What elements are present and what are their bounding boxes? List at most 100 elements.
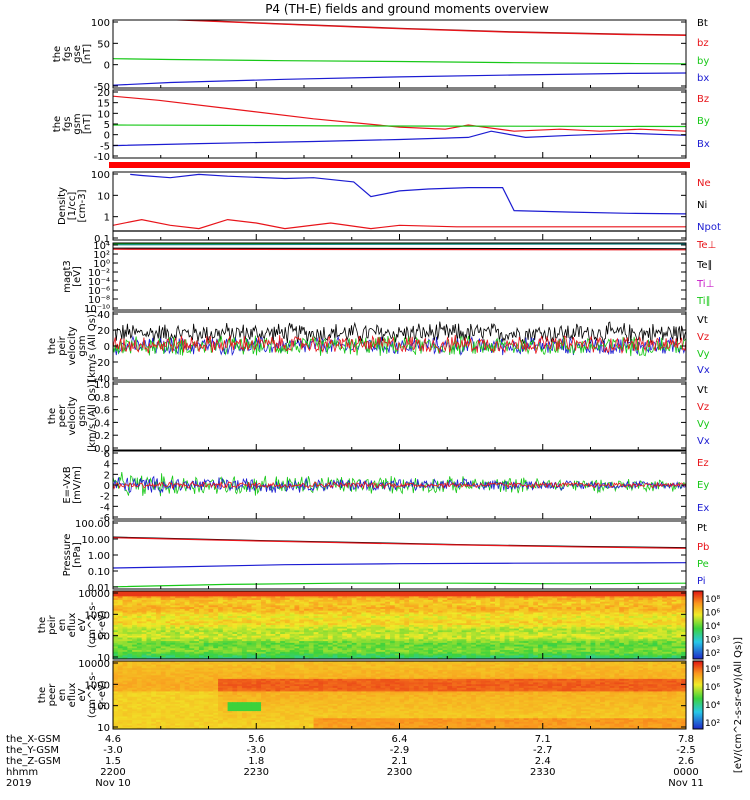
spectrogram-cell bbox=[580, 625, 587, 628]
spectrogram-cell bbox=[514, 657, 520, 659]
spectrogram-cell bbox=[666, 608, 673, 612]
spectrogram-cell bbox=[313, 617, 319, 621]
spectrogram-cell bbox=[113, 612, 119, 615]
spectrogram-cell bbox=[160, 616, 167, 619]
spectrogram-cell bbox=[647, 650, 654, 653]
spectrogram-cell bbox=[170, 599, 176, 603]
spectrogram-cell bbox=[132, 630, 138, 633]
spectrogram-cell bbox=[227, 608, 233, 612]
spectrogram-cell bbox=[447, 592, 453, 596]
spectrogram-cell bbox=[275, 628, 281, 631]
spectrogram-cell bbox=[647, 623, 654, 626]
spectrogram-cell bbox=[480, 635, 487, 639]
spectrogram-cell bbox=[518, 608, 525, 612]
spectrogram-cell bbox=[418, 603, 424, 606]
spectrogram-cell bbox=[580, 648, 587, 651]
spectrogram-cell bbox=[218, 612, 224, 615]
spectrogram-cell bbox=[213, 630, 219, 633]
series-line-Vy bbox=[113, 335, 686, 357]
spectrogram-cell bbox=[413, 644, 420, 648]
spectrogram-cell bbox=[514, 642, 520, 646]
spectrogram-cell bbox=[614, 616, 620, 619]
spectrogram-cell bbox=[385, 610, 391, 614]
spectrogram-cell bbox=[113, 639, 119, 642]
spectrogram-cell bbox=[633, 626, 639, 630]
spectrogram-cell bbox=[366, 628, 372, 631]
spectrogram-cell bbox=[485, 633, 491, 637]
spectrogram-cell bbox=[308, 591, 315, 594]
spectrogram-cell bbox=[499, 610, 506, 614]
spectrogram-cell bbox=[175, 644, 181, 648]
spectrogram-cell bbox=[566, 619, 573, 623]
spectrogram-cell bbox=[366, 644, 372, 648]
spectrogram-cell bbox=[313, 625, 319, 628]
spectrogram-cell bbox=[423, 619, 429, 623]
spectrogram-cell bbox=[418, 644, 424, 648]
spectrogram-cell bbox=[614, 596, 620, 599]
spectrogram-cell bbox=[323, 598, 329, 601]
spectrogram-cell bbox=[561, 632, 568, 635]
spectrogram-cell bbox=[222, 603, 229, 606]
spectrogram-cell bbox=[203, 632, 210, 635]
spectrogram-cell bbox=[490, 651, 496, 655]
spectrogram-cell bbox=[495, 603, 501, 606]
spectrogram-cell bbox=[643, 608, 649, 612]
spectrogram-cell bbox=[504, 598, 510, 601]
spectrogram-cell bbox=[370, 607, 377, 610]
spectrogram-cell bbox=[466, 630, 472, 633]
spectrogram-cell bbox=[528, 610, 534, 614]
spectrogram-cell bbox=[442, 630, 448, 633]
spectrogram-cell bbox=[165, 626, 171, 630]
spectrogram-cell bbox=[160, 607, 167, 610]
spectrogram-cell bbox=[409, 601, 415, 605]
spectrogram-cell bbox=[619, 623, 625, 626]
spectrogram-cell bbox=[499, 648, 506, 651]
spectrogram-cell bbox=[261, 657, 267, 659]
spectrogram-cell bbox=[213, 635, 219, 639]
spectrogram-cell bbox=[499, 635, 506, 639]
spectrogram-cell bbox=[342, 648, 348, 651]
spectrogram-cell bbox=[614, 648, 620, 651]
spectrogram-cell bbox=[585, 617, 592, 621]
spectrogram-cell bbox=[432, 637, 439, 640]
spectrogram-cell bbox=[337, 646, 343, 649]
spectrogram-cell bbox=[652, 621, 658, 624]
spectrogram-cell bbox=[652, 635, 658, 639]
spectrogram-cell bbox=[475, 607, 482, 610]
spectrogram-cell bbox=[628, 653, 635, 657]
spectrogram-cell bbox=[256, 605, 262, 608]
spectrogram-cell bbox=[351, 632, 358, 635]
legend-entry: Pt bbox=[697, 523, 707, 534]
spectrogram-cell bbox=[413, 607, 420, 610]
spectrogram-cell bbox=[370, 655, 377, 658]
spectrogram-cell bbox=[304, 651, 310, 655]
spectrogram-cell bbox=[122, 633, 128, 637]
spectrogram-cell bbox=[136, 646, 143, 649]
spectrogram-cell bbox=[495, 599, 501, 603]
spectrogram-cell bbox=[452, 598, 458, 601]
spectrogram-cell bbox=[299, 619, 305, 623]
spectrogram-cell bbox=[681, 621, 686, 624]
spectrogram-cell bbox=[561, 646, 568, 649]
spectrogram-cell bbox=[428, 635, 434, 639]
spectrogram-cell bbox=[537, 657, 544, 659]
spectrogram-cell bbox=[308, 653, 315, 657]
spectrogram-cell bbox=[432, 619, 439, 623]
spectrogram-cell bbox=[132, 633, 138, 637]
spectrogram-cell bbox=[428, 591, 434, 594]
spectrogram-cell bbox=[619, 646, 625, 649]
spectrogram-cell bbox=[275, 603, 281, 606]
spectrogram-cell bbox=[327, 610, 334, 614]
spectrogram-cell bbox=[423, 657, 429, 659]
spectrogram-cell bbox=[399, 628, 405, 631]
spectrogram-cell bbox=[456, 603, 463, 606]
spectrogram-cell bbox=[571, 646, 577, 649]
spectrogram-cell bbox=[552, 621, 558, 624]
spectrogram-cell bbox=[552, 646, 558, 649]
spectrogram-cell bbox=[628, 591, 635, 594]
spectrogram-cell bbox=[471, 639, 477, 642]
spectrogram-cell bbox=[595, 653, 601, 657]
y-tick-label: 0.2 bbox=[94, 431, 110, 442]
spectrogram-cell bbox=[356, 648, 362, 651]
spectrogram-cell bbox=[342, 616, 348, 619]
